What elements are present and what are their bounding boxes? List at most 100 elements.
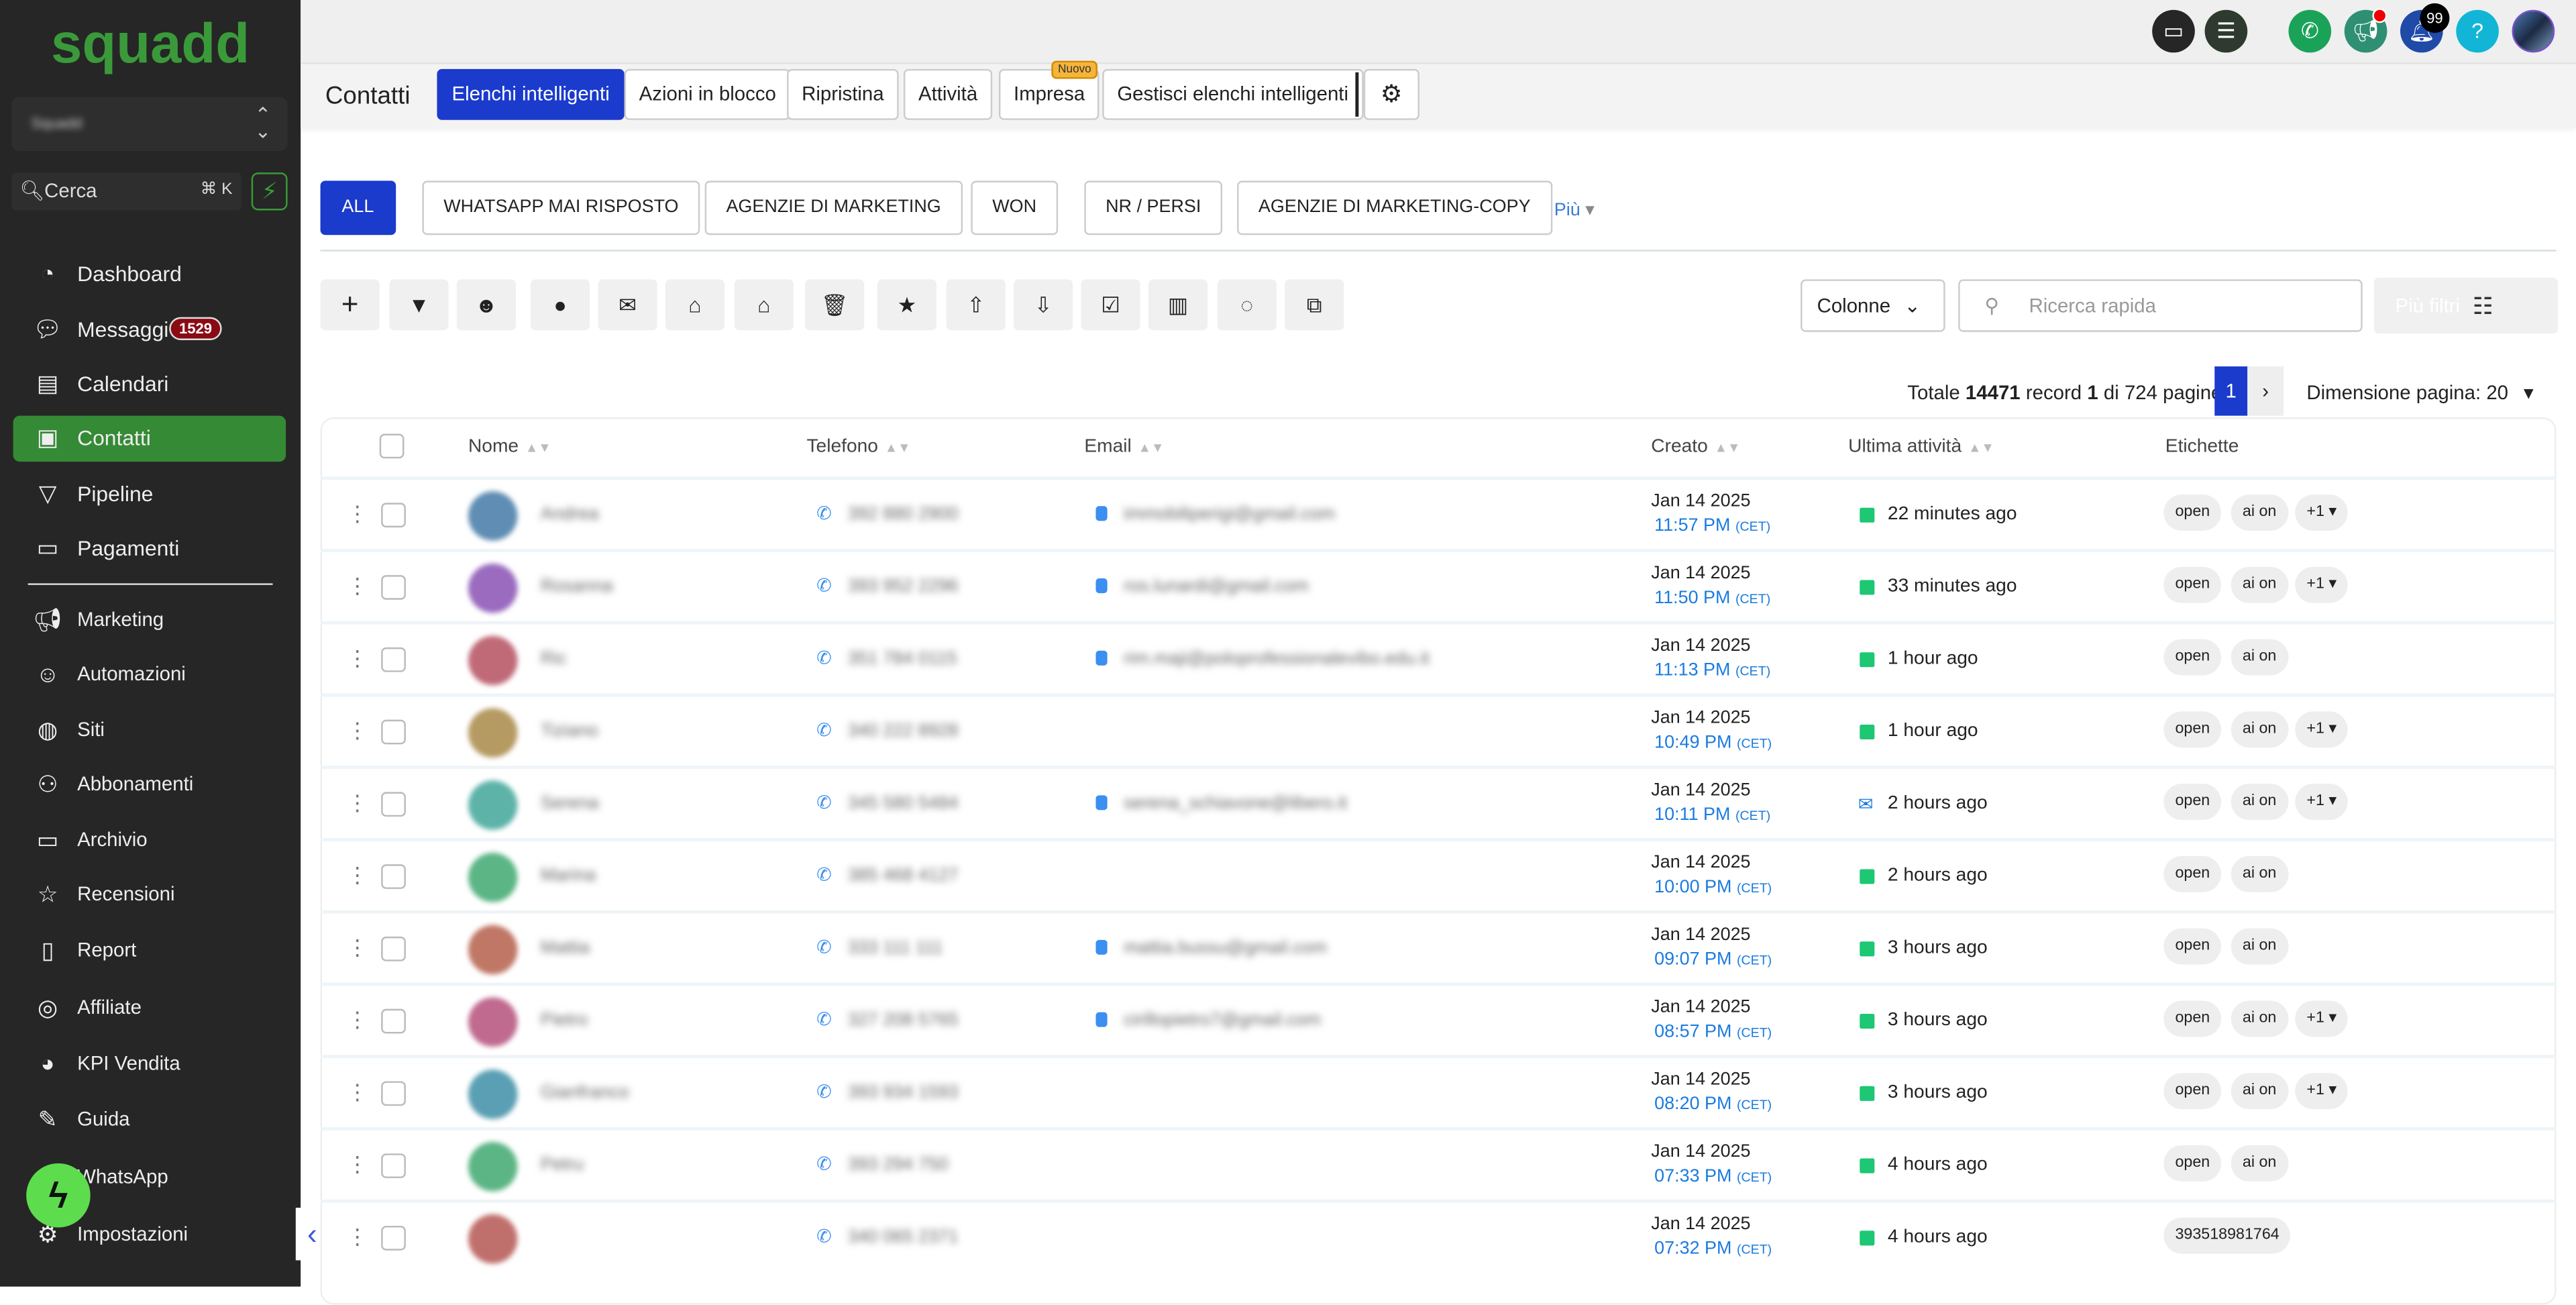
contact-email[interactable]: rim.maji@poloprofessionalevibo.edu.it: [1124, 649, 1430, 669]
tag-chip[interactable]: ai on: [2231, 566, 2288, 603]
table-row[interactable]: ⋮ Mattia ✆ 333 111 111 mattia.bussu@gmail.co…: [320, 910, 2557, 983]
tab-smart-lists[interactable]: Elenchi intelligenti: [437, 68, 625, 120]
chat-icon[interactable]: ●: [531, 279, 590, 331]
tab-activity[interactable]: Attività: [903, 68, 993, 120]
tag-chip[interactable]: ai on: [2231, 494, 2288, 531]
more-tags-dropdown[interactable]: +1 ▾: [2295, 566, 2349, 603]
sidebar-search[interactable]: 🔍︎ Cerca ⌘ K: [11, 172, 242, 211]
tag-chip[interactable]: open: [2163, 566, 2222, 603]
tag-chip[interactable]: open: [2163, 855, 2222, 892]
columns-dropdown[interactable]: Colonne ⌄: [1801, 279, 1945, 332]
contact-name[interactable]: Marina: [540, 866, 596, 886]
row-checkbox[interactable]: [381, 1008, 406, 1034]
column-header-last-activity[interactable]: Ultima attività ▲▼: [1848, 437, 1994, 456]
contact-name[interactable]: Rosanna: [540, 576, 613, 596]
table-row[interactable]: ⋮ Serena ✆ 345 580 5484 serena_schiavone@lib…: [320, 766, 2557, 838]
more-tags-dropdown[interactable]: +1 ▾: [2295, 1000, 2349, 1037]
drag-handle-icon[interactable]: ⋮: [346, 1079, 368, 1104]
copy-icon[interactable]: ⧉: [1285, 279, 1344, 331]
row-checkbox[interactable]: [381, 1225, 406, 1251]
collapse-sidebar-chevron-icon[interactable]: ‹: [295, 1208, 329, 1261]
tag-remove-icon[interactable]: ⌂: [734, 279, 794, 331]
contact-name[interactable]: Andrea: [540, 504, 599, 525]
tag-add-icon[interactable]: ⌂: [665, 279, 725, 331]
contact-email[interactable]: ros.lunardi@gmail.com: [1124, 576, 1309, 596]
tag-chip[interactable]: open: [2163, 639, 2222, 676]
quick-actions-bolt-icon[interactable]: ⚡︎: [251, 172, 288, 211]
contact-phone[interactable]: 393 952 2296: [847, 576, 959, 596]
table-row[interactable]: ⋮ Rosanna ✆ 393 952 2296 ros.lunardi@gmail.c…: [320, 548, 2557, 621]
contact-phone[interactable]: 385 468 4127: [847, 866, 959, 886]
sidebar-item-pagamenti[interactable]: ▭ Pagamenti: [13, 526, 286, 572]
more-filters-button[interactable]: Più filtri ☷: [2373, 277, 2559, 334]
sidebar-item-archivio[interactable]: ▭ Archivio: [13, 819, 286, 865]
sidebar-item-pipeline[interactable]: ▽ Pipeline: [13, 472, 286, 518]
star-icon[interactable]: ★: [877, 279, 936, 331]
smart-list-won[interactable]: WON: [971, 180, 1058, 236]
contact-email[interactable]: cirillopietro7@gmail.com: [1124, 1010, 1321, 1031]
column-header-phone[interactable]: Telefono ▲▼: [806, 437, 910, 456]
sidebar-item-contatti[interactable]: ▣ Contatti: [13, 415, 286, 462]
envelope-icon[interactable]: ✉︎: [598, 279, 657, 331]
chat-icon[interactable]: ▭: [2152, 9, 2195, 53]
sidebar-item-recensioni[interactable]: ☆ Recensioni: [13, 872, 286, 919]
contact-email[interactable]: mattia.bussu@gmail.com: [1124, 938, 1327, 958]
row-checkbox[interactable]: [381, 936, 406, 961]
more-lists-dropdown[interactable]: Più ▾: [1554, 199, 1595, 220]
contact-phone[interactable]: 392 880 2900: [847, 504, 959, 525]
plus-icon[interactable]: +: [320, 279, 380, 331]
tag-chip[interactable]: open: [2163, 711, 2222, 748]
phone-icon[interactable]: ✆: [2288, 9, 2332, 53]
sidebar-item-dashboard[interactable]: ◔ Dashboard: [13, 252, 286, 298]
tag-chip[interactable]: ai on: [2231, 711, 2288, 748]
task-list-icon[interactable]: ☰: [2204, 9, 2248, 53]
row-checkbox[interactable]: [381, 719, 406, 745]
settings-gear-icon[interactable]: ⚙︎: [1363, 68, 1419, 120]
drag-handle-icon[interactable]: ⋮: [346, 862, 368, 888]
sidebar-item-marketing[interactable]: 📢︎ Marketing: [13, 598, 286, 644]
smart-list-all[interactable]: ALL: [320, 180, 396, 236]
contact-name[interactable]: Ric: [540, 649, 567, 669]
contact-phone[interactable]: 345 580 5484: [847, 793, 959, 814]
drag-handle-icon[interactable]: ⋮: [346, 645, 368, 671]
sidebar-item-affiliate[interactable]: ◎ Affiliate: [13, 986, 286, 1032]
building-icon[interactable]: ▥: [1148, 279, 1208, 331]
contact-phone[interactable]: 393 294 750: [847, 1155, 949, 1176]
next-page-chevron-icon[interactable]: ›: [2247, 366, 2284, 416]
table-row[interactable]: ⋮ Andrea ✆ 392 880 2900 immobiliperigi@gmail…: [320, 476, 2557, 549]
tag-chip[interactable]: open: [2163, 928, 2222, 965]
sidebar-item-abbonamenti[interactable]: ⚇ Abbonamenti: [13, 762, 286, 808]
drag-handle-icon[interactable]: ⋮: [346, 573, 368, 598]
smart-list-nr-persi[interactable]: NR / PERSI: [1084, 180, 1223, 236]
inbox-check-icon[interactable]: ☑: [1081, 279, 1140, 331]
account-switcher[interactable]: Squadd ⌃ ⌄: [11, 97, 288, 152]
tag-chip[interactable]: open: [2163, 494, 2222, 531]
page-size-dropdown[interactable]: Dimensione pagina: 20 ▾: [2306, 381, 2533, 404]
quick-search-input[interactable]: ⚲ Ricerca rapida: [1958, 279, 2363, 332]
tag-chip[interactable]: open: [2163, 1073, 2222, 1110]
smart-list-agenzie-di-marketing-copy[interactable]: AGENZIE DI MARKETING-COPY: [1237, 180, 1552, 236]
column-header-created[interactable]: Creato ▲▼: [1651, 437, 1740, 456]
drag-handle-icon[interactable]: ⋮: [346, 1007, 368, 1032]
tag-chip[interactable]: ai on: [2231, 855, 2288, 892]
sidebar-item-automazioni[interactable]: ☺ Automazioni: [13, 652, 286, 698]
contact-name[interactable]: Gianfranco: [540, 1082, 629, 1103]
table-row[interactable]: ⋮ Pietro ✆ 327 208 5765 cirillopietro7@gmail…: [320, 982, 2557, 1055]
contact-name[interactable]: Serena: [540, 793, 599, 814]
more-tags-dropdown[interactable]: +1 ▾: [2295, 711, 2349, 748]
tab-manage-smart-lists[interactable]: Gestisci elenchi intelligenti: [1102, 68, 1364, 120]
tag-chip[interactable]: ai on: [2231, 1145, 2288, 1182]
tag-chip[interactable]: ai on: [2231, 1073, 2288, 1110]
contact-phone[interactable]: 340 222 8928: [847, 721, 959, 741]
row-checkbox[interactable]: [381, 1081, 406, 1106]
contact-phone[interactable]: 351 784 0115: [847, 649, 957, 669]
tag-chip[interactable]: ai on: [2231, 928, 2288, 965]
sidebar-item-report[interactable]: ▯ Report: [13, 929, 286, 975]
table-row[interactable]: ⋮ Marina ✆ 385 468 4127 Jan 14 2025 10:00 PM …: [320, 837, 2557, 910]
smart-list-agenzie-di-marketing[interactable]: AGENZIE DI MARKETING: [704, 180, 963, 236]
drag-handle-icon[interactable]: ⋮: [346, 1224, 368, 1249]
sidebar-item-messaggi[interactable]: 💬︎ Messaggi 1529: [13, 307, 286, 354]
row-checkbox[interactable]: [381, 647, 406, 672]
contact-name[interactable]: Pietro: [540, 1010, 588, 1031]
page-1-button[interactable]: 1: [2214, 366, 2248, 416]
